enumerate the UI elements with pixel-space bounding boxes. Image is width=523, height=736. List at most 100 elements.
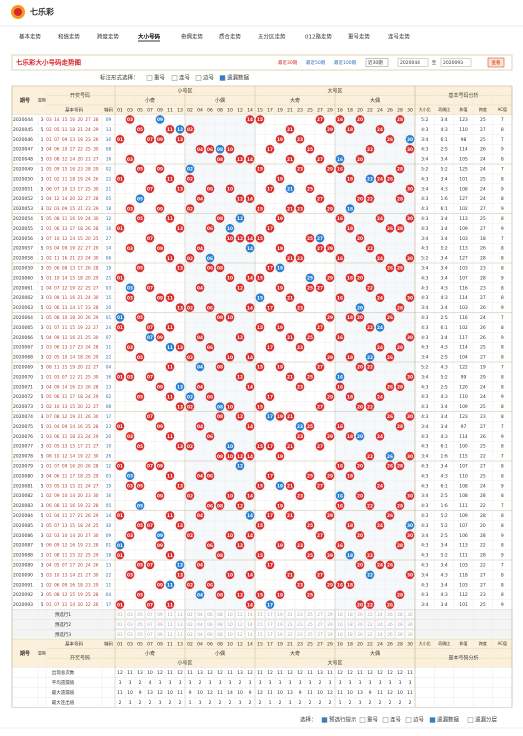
preselect-number[interactable]: 09	[157, 632, 163, 638]
preselect-number[interactable]: 02	[187, 622, 193, 628]
preselect-number[interactable]: 25	[307, 622, 313, 628]
preselect-cell[interactable]	[285, 610, 295, 619]
preselect-cell[interactable]	[325, 619, 335, 629]
preselect-cell[interactable]	[375, 619, 385, 629]
preselect-number[interactable]: 07	[147, 612, 153, 618]
preselect-cell[interactable]	[165, 629, 175, 639]
preselect-number[interactable]: 12	[237, 612, 243, 618]
nav-item[interactable]: 大小号码	[138, 33, 161, 41]
preselect-number[interactable]: 05	[137, 632, 143, 638]
preselect-number[interactable]: 27	[317, 632, 323, 638]
preselect-number[interactable]: 03	[127, 632, 133, 638]
preselect-cell[interactable]	[385, 619, 395, 629]
button-text[interactable]: 查看	[492, 59, 501, 66]
preselect-cell[interactable]	[375, 610, 385, 619]
checkbox[interactable]	[359, 717, 366, 723]
input[interactable]	[440, 58, 472, 67]
checkbox[interactable]	[382, 717, 389, 723]
preselect-number[interactable]: 23	[297, 612, 303, 618]
preselect-cell[interactable]	[255, 610, 265, 619]
preselect-cell[interactable]	[175, 629, 185, 639]
preselect-number[interactable]: 17	[267, 632, 273, 638]
preselect-number[interactable]: 18	[347, 622, 353, 628]
preselect-cell[interactable]	[345, 610, 355, 619]
preselect-number[interactable]: 08	[217, 632, 223, 638]
preselect-number[interactable]: 21	[287, 632, 293, 638]
preselect-cell[interactable]	[335, 619, 345, 629]
preselect-number[interactable]: 22	[367, 612, 373, 618]
preselect-number[interactable]: 24	[377, 632, 383, 638]
preselect-cell[interactable]	[175, 610, 185, 619]
option-text[interactable]: 边号	[203, 74, 215, 82]
footer-option[interactable]: 连号	[390, 716, 402, 724]
preselect-number[interactable]: 05	[137, 622, 143, 628]
preselect-cell[interactable]	[195, 619, 205, 629]
preselect-cell[interactable]	[165, 610, 175, 619]
preselect-cell[interactable]	[155, 619, 165, 629]
preselect-number[interactable]: 08	[217, 622, 223, 628]
preselect-number[interactable]: 18	[347, 612, 353, 618]
preselect-number[interactable]: 27	[317, 622, 323, 628]
preselect-cell[interactable]	[215, 610, 225, 619]
nav-item[interactable]: 重号走势	[348, 33, 371, 41]
preselect-cell[interactable]	[365, 610, 375, 619]
preselect-number[interactable]: 10	[227, 632, 233, 638]
select-text[interactable]: 近30期	[368, 59, 383, 66]
preselect-cell[interactable]	[275, 610, 285, 619]
nav-item[interactable]: 质合走势	[219, 33, 242, 41]
preselect-cell[interactable]	[265, 619, 275, 629]
checkbox[interactable]	[146, 75, 153, 81]
preselect-cell[interactable]	[335, 629, 345, 639]
preselect-number[interactable]: 14	[247, 612, 253, 618]
preselect-number[interactable]: 17	[267, 612, 273, 618]
preselect-cell[interactable]	[215, 619, 225, 629]
recent-link[interactable]: 最近50期	[306, 59, 326, 66]
preselect-number[interactable]: 28	[397, 632, 403, 638]
preselect-number[interactable]: 26	[387, 622, 393, 628]
preselect-number[interactable]: 04	[197, 612, 203, 618]
preselect-cell[interactable]	[135, 629, 145, 639]
button[interactable]	[487, 57, 505, 68]
preselect-number[interactable]: 11	[167, 622, 173, 628]
preselect-number[interactable]: 21	[287, 612, 293, 618]
preselect-number[interactable]: 19	[277, 612, 283, 618]
preselect-number[interactable]: 15	[257, 632, 263, 638]
preselect-number[interactable]: 29	[327, 612, 333, 618]
preselect-cell[interactable]	[115, 619, 125, 629]
preselect-number[interactable]: 18	[347, 632, 353, 638]
preselect-number[interactable]: 09	[157, 612, 163, 618]
footer-option[interactable]: 边号	[413, 716, 425, 724]
preselect-number[interactable]: 13	[177, 622, 183, 628]
preselect-number[interactable]: 19	[277, 622, 283, 628]
preselect-cell[interactable]	[355, 619, 365, 629]
preselect-number[interactable]: 02	[187, 612, 193, 618]
preselect-number[interactable]: 03	[127, 622, 133, 628]
preselect-cell[interactable]	[335, 610, 345, 619]
preselect-cell[interactable]	[195, 629, 205, 639]
preselect-cell[interactable]	[255, 629, 265, 639]
preselect-number[interactable]: 07	[147, 622, 153, 628]
preselect-number[interactable]: 26	[387, 612, 393, 618]
preselect-cell[interactable]	[125, 610, 135, 619]
preselect-cell[interactable]	[275, 629, 285, 639]
preselect-number[interactable]: 23	[297, 622, 303, 628]
preselect-number[interactable]: 01	[117, 612, 123, 618]
preselect-cell[interactable]	[125, 619, 135, 629]
preselect-number[interactable]: 19	[277, 632, 283, 638]
preselect-number[interactable]: 25	[307, 632, 313, 638]
preselect-number[interactable]: 20	[357, 632, 363, 638]
checkbox[interactable]	[405, 717, 412, 723]
preselect-cell[interactable]	[275, 619, 285, 629]
preselect-cell[interactable]	[375, 629, 385, 639]
preselect-number[interactable]: 06	[207, 622, 213, 628]
checkbox[interactable]	[429, 717, 436, 723]
checkbox[interactable]	[195, 75, 202, 81]
preselect-cell[interactable]	[285, 619, 295, 629]
preselect-cell[interactable]	[175, 619, 185, 629]
input[interactable]	[397, 58, 429, 67]
preselect-cell[interactable]	[355, 629, 365, 639]
preselect-cell[interactable]	[355, 610, 365, 619]
preselect-number[interactable]: 06	[207, 632, 213, 638]
checkbox[interactable]	[171, 75, 178, 81]
preselect-number[interactable]: 16	[337, 612, 343, 618]
